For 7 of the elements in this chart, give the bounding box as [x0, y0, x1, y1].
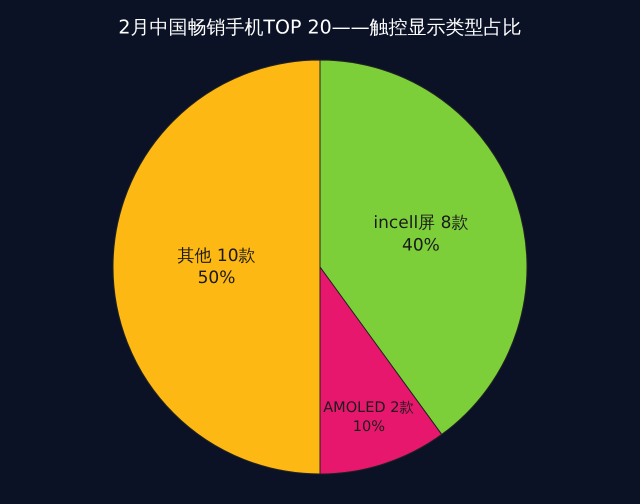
data-label: 10% [352, 419, 386, 436]
slice-label: 其他 10款 [177, 246, 256, 266]
data-label: 40% [402, 235, 440, 256]
data-label: 50% [198, 268, 236, 288]
slice-label: AMOLED 2款 [323, 400, 414, 416]
slice-label: incell屏 8款 [373, 213, 468, 234]
chart-title: 2月中国畅销手机TOP 20——触控显示类型占比 [118, 16, 522, 38]
